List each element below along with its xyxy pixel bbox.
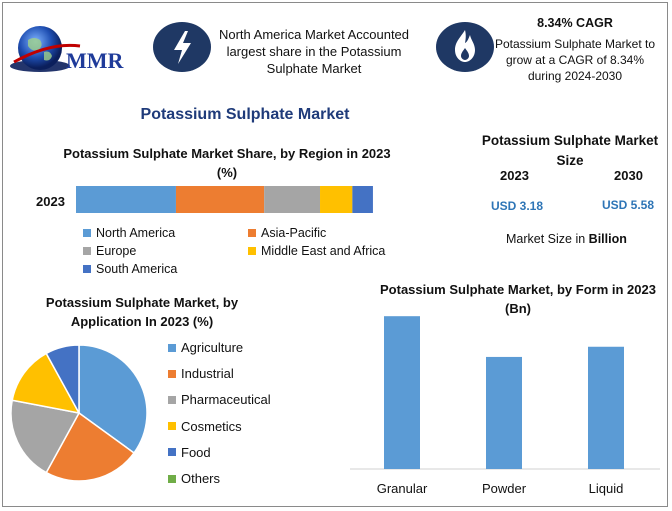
legend-swatch bbox=[168, 422, 176, 431]
header-box2-title: 8.34% CAGR bbox=[537, 16, 613, 30]
legend-swatch bbox=[168, 369, 176, 378]
region-bar-segment-middle-east-and-africa bbox=[320, 186, 353, 213]
region-legend-item-middle-east-and-africa: Middle East and Africa bbox=[248, 243, 385, 259]
legend-swatch bbox=[83, 264, 91, 273]
region-bar-segment-europe bbox=[264, 186, 321, 213]
region-legend-item-europe: Europe bbox=[83, 243, 136, 259]
legend-swatch bbox=[83, 228, 91, 237]
market-size-note-prefix: Market Size in bbox=[506, 232, 589, 246]
header-box2-text: Potassium Sulphate Market to grow at a C… bbox=[494, 37, 656, 83]
form-category-label-granular: Granular bbox=[377, 481, 428, 496]
legend-label: Others bbox=[181, 471, 221, 486]
lightning-icon bbox=[174, 31, 191, 64]
legend-swatch bbox=[168, 395, 176, 404]
form-category-label-powder: Powder bbox=[482, 481, 527, 496]
legend-swatch bbox=[248, 228, 256, 237]
form-category-label-liquid: Liquid bbox=[589, 481, 624, 496]
market-size-year-2023: 2023 bbox=[500, 168, 529, 183]
market-size-note-unit: Billion bbox=[588, 232, 627, 246]
flame-badge bbox=[436, 22, 494, 72]
market-size-value-2023: USD 3.18 bbox=[491, 199, 544, 213]
pie-slice-cosmetics bbox=[11, 352, 81, 415]
legend-label: Agriculture bbox=[181, 340, 244, 355]
logo: MMR bbox=[10, 22, 140, 78]
legend-label: South America bbox=[96, 262, 178, 276]
legend-label: Middle East and Africa bbox=[261, 244, 386, 258]
legend-label: Europe bbox=[96, 244, 137, 258]
form-bar-chart: Granular Powder Liquid bbox=[350, 316, 660, 496]
form-chart-title: Potassium Sulphate Market, by Form in 20… bbox=[380, 282, 656, 316]
region-bar-segment-asia-pacific bbox=[175, 186, 265, 213]
pie-slice-industrial bbox=[45, 411, 136, 482]
market-size-note: Market Size in Billion bbox=[506, 232, 627, 246]
legend-label: Food bbox=[181, 444, 211, 460]
legend-swatch bbox=[168, 474, 176, 483]
header-box1-text: North America Market Accounted largest s… bbox=[218, 27, 410, 76]
region-bar-segment-north-america bbox=[76, 186, 176, 213]
legend-swatch bbox=[168, 343, 176, 352]
application-legend-item-pharmaceutical: Pharmaceutical bbox=[168, 392, 271, 408]
application-legend-item-food: Food bbox=[168, 445, 211, 461]
application-chart-title: Potassium Sulphate Market, by Applicatio… bbox=[45, 295, 239, 329]
globe-icon: MMR bbox=[10, 26, 125, 73]
legend-swatch bbox=[83, 246, 91, 255]
market-size-year-2030: 2030 bbox=[614, 168, 643, 183]
market-size-title: Potassium Sulphate Market Size bbox=[481, 133, 659, 168]
infographic-frame bbox=[2, 2, 668, 507]
legend-swatch bbox=[248, 246, 256, 255]
region-legend-item-south-america: South America bbox=[83, 261, 177, 277]
legend-label: Asia-Pacific bbox=[261, 226, 327, 240]
pie-slice-food bbox=[45, 344, 80, 414]
region-bar-category-label: 2023 bbox=[36, 194, 65, 209]
region-bar-chart bbox=[76, 186, 373, 213]
application-pie-chart bbox=[10, 344, 148, 482]
application-legend-item-cosmetics: Cosmetics bbox=[168, 419, 242, 435]
application-legend-item-others: Others bbox=[168, 471, 220, 487]
legend-label: North America bbox=[96, 226, 176, 240]
form-bar-liquid bbox=[588, 346, 624, 469]
region-legend-item-north-america: North America bbox=[83, 225, 175, 241]
pie-slice-pharmaceutical bbox=[10, 399, 81, 474]
market-size-value-2030: USD 5.58 bbox=[602, 198, 655, 212]
application-legend-item-industrial: Industrial bbox=[168, 366, 234, 382]
legend-label: Pharmaceutical bbox=[181, 392, 271, 408]
legend-label: Industrial bbox=[181, 366, 234, 382]
legend-swatch bbox=[168, 448, 176, 457]
pie-slice-agriculture bbox=[78, 344, 148, 455]
form-bar-powder bbox=[486, 356, 522, 469]
application-legend-item-agriculture: Agriculture bbox=[168, 340, 243, 356]
main-title: Potassium Sulphate Market bbox=[140, 106, 350, 123]
region-chart-title: Potassium Sulphate Market Share, by Regi… bbox=[63, 146, 391, 180]
logo-text: MMR bbox=[66, 48, 125, 73]
flame-icon bbox=[455, 30, 475, 62]
region-bar-segment-south-america bbox=[352, 186, 373, 213]
region-legend-item-asia-pacific: Asia-Pacific bbox=[248, 225, 326, 241]
legend-label: Cosmetics bbox=[181, 418, 242, 434]
form-bar-granular bbox=[384, 316, 420, 469]
lightning-badge bbox=[153, 22, 211, 72]
